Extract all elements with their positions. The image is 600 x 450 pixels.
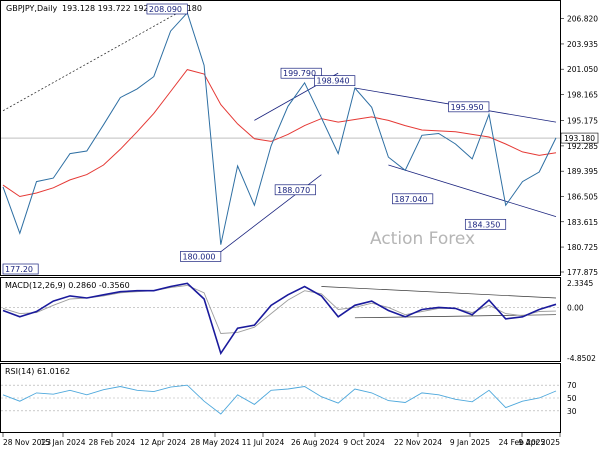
rsi-y-tick: 30 — [567, 407, 577, 416]
rsi-y-tick: 50 — [567, 394, 577, 403]
x-tick-label: 28 May 2024 — [191, 438, 240, 447]
x-tick-label: 11 Jul 2024 — [242, 438, 285, 447]
price-y-tick: 195.175 — [567, 117, 598, 126]
annotation-label: 198.940 — [317, 77, 350, 86]
annotation-label: 177.20 — [5, 265, 33, 274]
price-y-tick: 186.505 — [567, 192, 598, 201]
price-y-tick: 198.165 — [567, 90, 598, 99]
macd-y-tick: 0.00 — [567, 303, 584, 312]
price-y-tick: 183.615 — [567, 218, 598, 227]
price-line — [2, 11, 557, 245]
price-header-ohlc: 193.128 193.722 192.817 193.180 — [62, 4, 202, 13]
annotation-box — [2, 263, 39, 275]
annotation-label: 195.950 — [451, 103, 484, 112]
price-y-tick: 177.875 — [567, 268, 598, 277]
x-tick-label: 28 Nov 2023 — [3, 438, 51, 447]
x-tick-label: 9 Oct 2024 — [343, 438, 385, 447]
x-tick-label: 24 Feb 2025 — [499, 438, 546, 447]
annotation-label: 180.000 — [182, 252, 215, 261]
price-y-tick: 192.285 — [567, 142, 598, 151]
x-tick-label: 28 Feb 2024 — [89, 438, 136, 447]
annotation-label: 208.090 — [149, 5, 182, 14]
falling-channel-lower — [388, 164, 557, 218]
price-y-tick: 180.725 — [567, 243, 598, 252]
annotation-label: 188.070 — [277, 186, 310, 195]
x-tick-label: 12 Apr 2024 — [140, 438, 187, 447]
macd-line — [2, 282, 557, 356]
macd-y-tick: 2.3345 — [567, 279, 593, 288]
y-axis-labels: 206.820 203.935 201.050 198.165 195.175 192.2… — [560, 15, 599, 416]
macd-y-tick: -4.8502 — [567, 354, 596, 363]
price-y-tick: 206.820 — [567, 15, 598, 24]
x-tick-label: 15 Jan 2024 — [41, 438, 86, 447]
macd-lower-trendline — [354, 314, 557, 319]
rsi-header: RSI(14) 61.0162 — [5, 367, 70, 376]
macd-upper-trendline — [321, 286, 557, 299]
price-y-tick: 189.395 — [567, 167, 598, 176]
annotation-label: 199.790 — [283, 69, 316, 78]
price-y-tick: 203.935 — [567, 40, 598, 49]
annotation-box — [180, 251, 222, 262]
rsi-pane-frame — [0, 363, 561, 433]
annotation-box — [392, 193, 434, 205]
moving-average-line — [2, 69, 557, 198]
x-tick-label: 22 Nov 2024 — [394, 438, 442, 447]
annotation-label: 184.350 — [467, 220, 500, 229]
x-tick-label: 26 Aug 2024 — [291, 438, 339, 447]
macd-pane-frame — [0, 277, 561, 362]
annotation-box — [280, 67, 322, 79]
x-tick-label: 9 Jan 2025 — [450, 438, 490, 447]
price-y-tick: 201.050 — [567, 65, 598, 74]
price-header-symbol: GBPJPY,Daily — [6, 4, 57, 13]
watermark: Action Forex — [370, 229, 475, 249]
macd-signal-line — [2, 284, 557, 334]
annotation-box — [448, 101, 490, 113]
chart-plots — [2, 11, 557, 415]
current-price-label: 193.180 — [564, 134, 595, 143]
annotation-box — [146, 3, 188, 15]
annotation-box — [464, 218, 507, 230]
x-tick-label: 9 Apr 2025 — [518, 438, 560, 447]
annotation-box — [314, 75, 356, 87]
long-term-trendline — [2, 7, 188, 112]
rsi-line — [2, 384, 557, 415]
annotation-box — [274, 184, 316, 196]
macd-header: MACD(12,26,9) 0.2860 -0.3560 — [5, 281, 130, 290]
chart-guides — [1, 7, 560, 412]
annotation-label: 187.040 — [394, 195, 427, 204]
price-pane-frame — [0, 0, 561, 276]
rsi-y-tick: 70 — [567, 381, 577, 390]
current-price-box — [560, 132, 599, 144]
